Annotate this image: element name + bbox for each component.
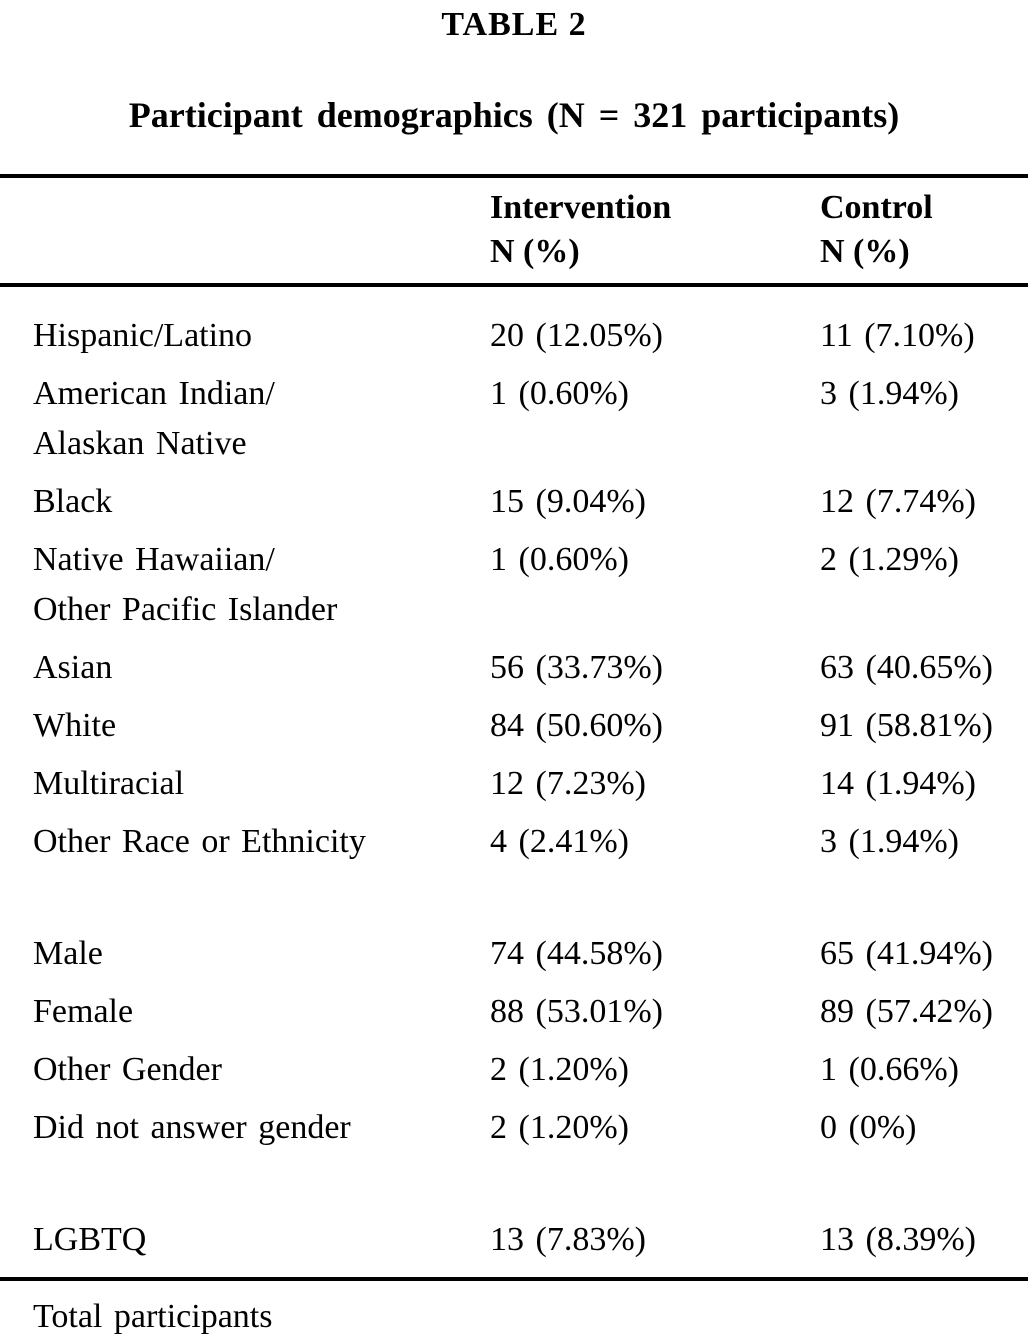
row-label: LGBTQ bbox=[33, 1221, 147, 1258]
table-row: Did not answer gender 2 (1.20%) 0 (0%) bbox=[0, 1099, 1028, 1157]
row-label: Male bbox=[33, 935, 103, 972]
table-row: American Indian/ Alaskan Native 1 (0.60%… bbox=[0, 365, 1028, 473]
table-row: Asian 56 (33.73%) 63 (40.65%) bbox=[0, 639, 1028, 697]
row-label: Female bbox=[33, 993, 134, 1030]
control-value: 13 (8.39%) bbox=[820, 1221, 976, 1258]
control-value: 11 (7.10%) bbox=[820, 317, 975, 354]
control-value: 12 (7.74%) bbox=[820, 483, 976, 520]
row-label: Black bbox=[33, 483, 113, 520]
row-label: Hispanic/Latino bbox=[33, 317, 253, 354]
row-label: Other Gender bbox=[33, 1051, 222, 1088]
total-control-value bbox=[820, 1293, 1028, 1341]
row-label: White bbox=[33, 707, 117, 744]
table-row: Female 88 (53.01%) 89 (57.42%) bbox=[0, 983, 1028, 1041]
intervention-value: 20 (12.05%) bbox=[490, 317, 663, 354]
row-label: American Indian/ Alaskan Native bbox=[33, 375, 275, 462]
control-value: 0 (0%) bbox=[820, 1109, 917, 1146]
intervention-value: 4 (2.41%) bbox=[490, 823, 629, 860]
total-intervention-value bbox=[490, 1293, 820, 1341]
rule-total-top bbox=[0, 1277, 1028, 1281]
rule-top bbox=[0, 174, 1028, 178]
control-value: 1 (0.66%) bbox=[820, 1051, 959, 1088]
intervention-value: 74 (44.58%) bbox=[490, 935, 663, 972]
control-value: 63 (40.65%) bbox=[820, 649, 993, 686]
table-body: Hispanic/Latino 20 (12.05%) 11 (7.10%) A… bbox=[0, 287, 1028, 1277]
table-row: Other Gender 2 (1.20%) 1 (0.66%) bbox=[0, 1041, 1028, 1099]
table-row: Male 74 (44.58%) 65 (41.94%) bbox=[0, 925, 1028, 983]
header-intervention: Intervention N (%) bbox=[490, 189, 672, 270]
table-row: LGBTQ 13 (7.83%) 13 (8.39%) bbox=[0, 1211, 1028, 1269]
table-row: Black 15 (9.04%) 12 (7.74%) bbox=[0, 473, 1028, 531]
row-label: Asian bbox=[33, 649, 113, 686]
intervention-value: 2 (1.20%) bbox=[490, 1051, 629, 1088]
intervention-value: 84 (50.60%) bbox=[490, 707, 663, 744]
control-value: 91 (58.81%) bbox=[820, 707, 993, 744]
intervention-value: 1 (0.60%) bbox=[490, 375, 629, 412]
table-row: Hispanic/Latino 20 (12.05%) 11 (7.10%) bbox=[0, 307, 1028, 365]
intervention-value: 1 (0.60%) bbox=[490, 541, 629, 578]
control-value: 3 (1.94%) bbox=[820, 375, 959, 412]
intervention-value: 2 (1.20%) bbox=[490, 1109, 629, 1146]
intervention-value: 12 (7.23%) bbox=[490, 765, 646, 802]
table-row: Native Hawaiian/ Other Pacific Islander … bbox=[0, 531, 1028, 639]
header-control: Control N (%) bbox=[820, 189, 933, 270]
control-value: 2 (1.29%) bbox=[820, 541, 959, 578]
row-label: Did not answer gender bbox=[33, 1109, 351, 1146]
header-row: Intervention N (%) Control N (%) bbox=[0, 178, 1028, 283]
control-value: 89 (57.42%) bbox=[820, 993, 993, 1030]
total-label: Total participants bbox=[33, 1298, 273, 1335]
table-row: Other Race or Ethnicity 4 (2.41%) 3 (1.9… bbox=[0, 813, 1028, 871]
intervention-value: 56 (33.73%) bbox=[490, 649, 663, 686]
table-row: Multiracial 12 (7.23%) 14 (1.94%) bbox=[0, 755, 1028, 813]
control-value: 65 (41.94%) bbox=[820, 935, 993, 972]
control-value: 14 (1.94%) bbox=[820, 765, 976, 802]
table-row: White 84 (50.60%) 91 (58.81%) bbox=[0, 697, 1028, 755]
spacer-row bbox=[0, 1157, 1028, 1211]
row-label: Native Hawaiian/ Other Pacific Islander bbox=[33, 541, 338, 628]
total-row: Total participants bbox=[0, 1281, 1028, 1343]
spacer-row bbox=[0, 871, 1028, 925]
table-number: TABLE 2 bbox=[441, 6, 587, 43]
row-label: Other Race or Ethnicity bbox=[33, 823, 366, 860]
intervention-value: 88 (53.01%) bbox=[490, 993, 663, 1030]
intervention-value: 15 (9.04%) bbox=[490, 483, 646, 520]
rule-header-bottom bbox=[0, 283, 1028, 287]
table-title: Participant demographics (N = 321 partic… bbox=[128, 95, 900, 135]
intervention-value: 13 (7.83%) bbox=[490, 1221, 646, 1258]
control-value: 3 (1.94%) bbox=[820, 823, 959, 860]
header-empty-cell bbox=[0, 186, 490, 274]
row-label: Multiracial bbox=[33, 765, 185, 802]
